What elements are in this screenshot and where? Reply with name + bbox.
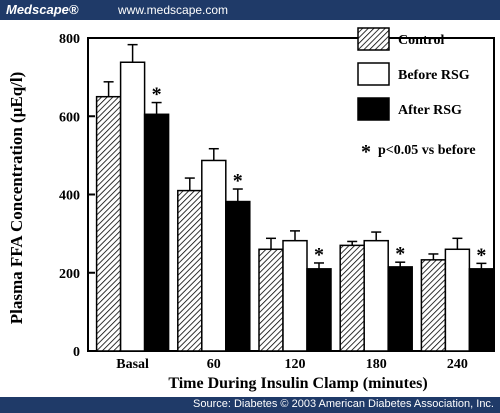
y-tick-label: 200 [59,267,80,282]
y-tick-label: 800 [59,32,80,47]
bar [339,244,365,352]
legend-label: Before RSG [398,68,470,83]
significance-star: * [233,170,243,192]
y-axis-label: Plasma FFA Concentration (μEq/l) [7,72,26,325]
source-credit: Source: Diabetes © 2003 American Diabete… [193,398,494,410]
legend-label: After RSG [398,103,462,118]
header-bar: Medscape® www.medscape.com [0,0,500,20]
legend: Control Before RSG After RSG * p<0.05 vs bef… [357,27,476,163]
x-tick-label: 180 [366,357,387,372]
x-tick-label: 240 [447,357,468,372]
bar [420,259,447,352]
footer-bar: Source: Diabetes © 2003 American Diabete… [0,397,500,413]
bar [177,189,203,352]
annotation-star: * [361,141,371,163]
legend-swatch [357,97,390,121]
bar [282,239,308,352]
significance-star: * [152,84,162,106]
bar [95,95,122,352]
x-axis-label: Time During Insulin Clamp (minutes) [168,375,427,392]
legend-swatch [357,27,390,51]
y-tick-label: 600 [59,110,80,125]
bar [363,239,389,352]
bar [468,268,495,352]
x-tick-label: 60 [207,357,221,372]
x-tick-label: 120 [285,357,306,372]
bar [387,266,413,352]
bar [143,113,170,352]
significance-star: * [395,243,405,265]
bars-group: * Basal * 60 * 120 * 180 * 240 [95,43,495,372]
significance-star: * [314,244,324,266]
significance-star: * [476,244,486,266]
legend-label: Control [398,33,445,48]
bar [201,159,227,352]
y-tick-label: 400 [59,189,80,204]
bar-chart: 0 200 400 600 800 * Basal * 60 * 120 * 180 * 240 Cont… [7,27,495,392]
site-url: www.medscape.com [118,3,229,17]
significance-annotation: p<0.05 vs before [378,143,476,158]
bar [444,248,471,352]
bar [258,248,284,352]
legend-swatch [357,62,390,86]
bar [306,268,332,352]
bar [119,61,146,352]
medscape-logo: Medscape® [6,2,79,17]
x-tick-label: Basal [116,357,149,372]
y-tick-label: 0 [73,345,80,360]
bar [225,200,251,352]
